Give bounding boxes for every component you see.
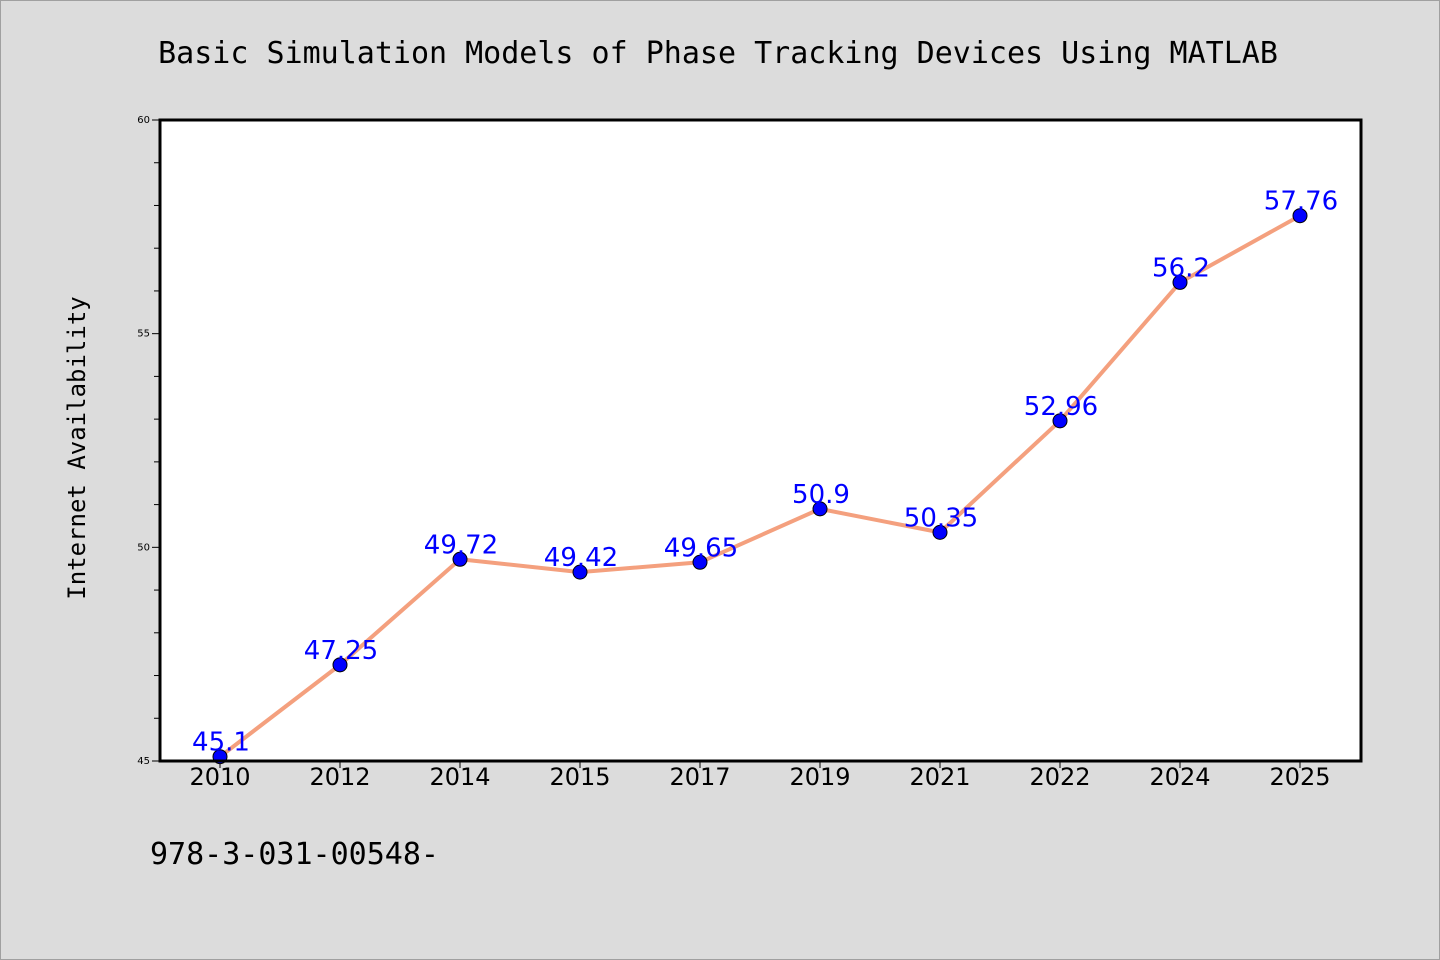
data-label: 49.65	[664, 533, 738, 563]
x-tick-label: 2019	[789, 763, 850, 791]
x-tick-label: 2015	[549, 763, 610, 791]
data-point	[1052, 413, 1068, 429]
data-label: 45.1	[192, 728, 250, 758]
data-label: 50.9	[792, 480, 850, 510]
x-tick-label: 2010	[189, 763, 250, 791]
y-tick-label: 50	[137, 542, 150, 553]
chart-title: Basic Simulation Models of Phase Trackin…	[158, 36, 1278, 71]
data-label: 49.42	[544, 543, 618, 573]
data-point	[1292, 208, 1308, 224]
data-point	[1172, 274, 1188, 290]
footer-isbn-text: 978-3-031-00548-	[150, 837, 439, 872]
x-axis-ticks: 2010 2012 2014 2015 2017 2019 2021 2022 2024 2025	[189, 761, 1331, 791]
y-axis-label: Internet Availability	[63, 296, 91, 599]
x-tick-label: 2025	[1269, 763, 1330, 791]
data-point	[932, 524, 948, 540]
x-tick-label: 2012	[309, 763, 370, 791]
x-tick-label: 2014	[429, 763, 490, 791]
plot-area	[160, 120, 1361, 761]
x-tick-label: 2017	[669, 763, 730, 791]
y-axis-ticks: 45 50 55 60	[137, 115, 160, 767]
data-labels: 45.1 47.25 49.72 49.42 49.65 50.9 50.35 52.96 56…	[192, 187, 1338, 758]
data-point	[692, 554, 708, 570]
x-tick-label: 2022	[1029, 763, 1090, 791]
series-line	[218, 213, 1301, 759]
y-tick-label: 60	[137, 115, 150, 126]
data-point	[452, 551, 468, 567]
data-point	[812, 501, 828, 517]
data-label: 50.35	[904, 503, 978, 533]
data-label: 57.76	[1264, 187, 1338, 217]
x-tick-label: 2024	[1149, 763, 1210, 791]
y-tick-label: 55	[137, 329, 150, 340]
data-label: 56.2	[1152, 253, 1210, 283]
data-point	[332, 657, 348, 673]
data-point	[572, 564, 588, 580]
series-markers	[212, 208, 1308, 765]
data-label: 49.72	[424, 530, 498, 560]
plot-border	[158, 118, 1363, 763]
data-label: 47.25	[304, 636, 378, 666]
x-tick-label: 2021	[909, 763, 970, 791]
y-tick-label: 45	[137, 756, 150, 767]
data-label: 52.96	[1024, 392, 1098, 422]
